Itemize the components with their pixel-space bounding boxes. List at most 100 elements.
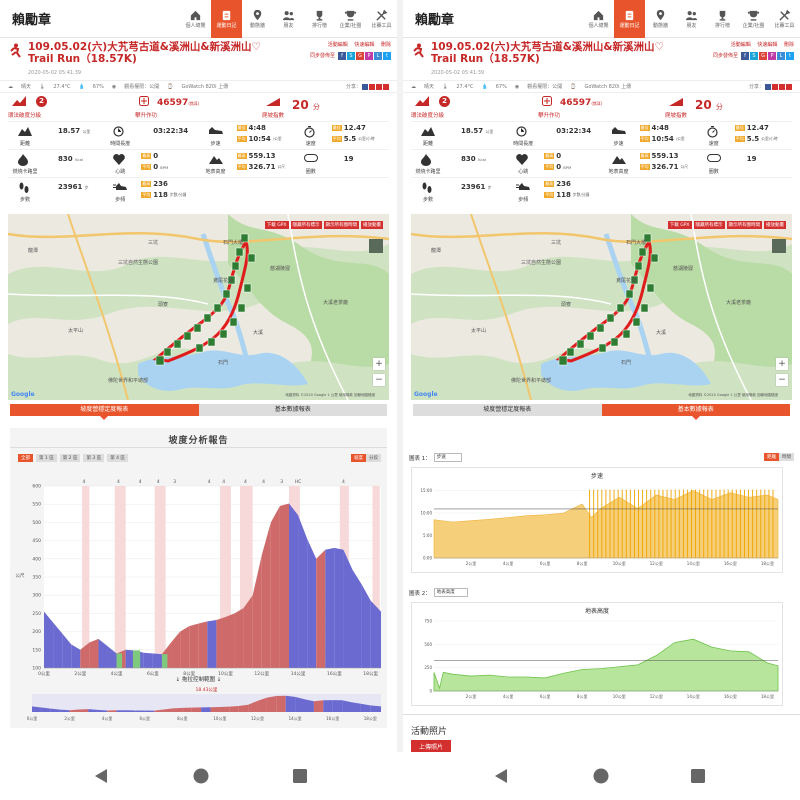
tab-slope-report[interactable]: 坡度營穩定度報表 (413, 404, 602, 416)
range-navigator[interactable]: 18.43公里 0公里 2公里 4公里 6公里 8公里 10公里 12公里 14公里 16公里 18… (10, 684, 387, 724)
map-type-toggle[interactable] (772, 239, 786, 253)
share-icon[interactable] (369, 83, 375, 90)
facebook-icon[interactable]: f (741, 52, 749, 60)
nav-diary[interactable]: 運動日記 (211, 0, 242, 38)
slope-chart[interactable]: 100 150 200 250 300 350 400 450 500 550 600 公尺 4 4 4 4 3… (10, 464, 387, 676)
nav-friends[interactable]: 朋友 (273, 0, 304, 38)
map-canvas[interactable]: 三坑自然生態公園 石門大壩 鳶尾花海 慈湖陵寢 大溪老茶廠 龍潭 太平山 三坑 … (411, 214, 792, 400)
toggle-time[interactable]: 時間 (779, 453, 794, 461)
line-icon[interactable]: L (374, 52, 382, 60)
twitter-icon[interactable]: t (383, 52, 391, 60)
share-icon[interactable] (772, 83, 778, 90)
play-animation-button[interactable]: 播放動畫 (361, 221, 383, 229)
elevation-chart[interactable]: 0 250 500 750 2公里 4公里 6公里 8公里 10公里 12公里 14公里 16公里 18… (412, 615, 782, 705)
google-icon[interactable]: G (356, 52, 364, 60)
nav-feed[interactable]: 動態牆 (645, 0, 676, 38)
navigator-tick: 6公里 (139, 715, 150, 721)
delete-link[interactable]: 刪除 (783, 42, 794, 48)
back-icon[interactable] (493, 768, 509, 784)
view-tab-segments[interactable]: 分段 (366, 454, 381, 462)
google-icon[interactable]: G (759, 52, 767, 60)
route-map[interactable]: 三坑自然生態公園 石門大壩 鳶尾花海 慈湖陵寢 大溪老茶廠 龍潭 太平山 三坑 … (411, 214, 792, 400)
zoom-in-button[interactable]: + (373, 358, 385, 370)
map-label: 三坑 (148, 239, 158, 246)
weather-icon: ☁ (411, 83, 416, 90)
chart2-select[interactable]: 地表高度 (433, 588, 468, 597)
climb-band (372, 486, 380, 668)
climb-marker: 4 (117, 479, 120, 485)
segment-tab[interactable]: 全部 (18, 454, 33, 462)
tab-slope-report[interactable]: 坡度營穩定度報表 (10, 404, 199, 420)
nav-tools[interactable]: 比賽工具 (769, 0, 800, 38)
segment-tab[interactable]: 第 1 區 (36, 454, 57, 462)
nav-overview[interactable]: 個人總覽 (180, 0, 211, 38)
nav-tools[interactable]: 比賽工具 (366, 0, 397, 38)
x-tick-label: 4公里 (503, 693, 514, 699)
map-label: 頭寮 (158, 301, 168, 308)
home-circle-icon[interactable] (593, 768, 609, 784)
quick-edit-link[interactable]: 快速編輯 (354, 42, 375, 48)
navigator-segment (125, 710, 136, 712)
segment-tab[interactable]: 第 4 區 (107, 454, 128, 462)
zoom-in-button[interactable]: + (776, 358, 788, 370)
zoom-out-button[interactable]: − (373, 374, 385, 386)
export-icon[interactable] (383, 83, 389, 90)
hide-markers-button[interactable]: 隱藏所有標示 (290, 221, 322, 229)
tab-basic-report[interactable]: 基本數據報表 (198, 404, 387, 416)
recents-icon[interactable] (690, 768, 706, 784)
edit-activity-link[interactable]: 活動編輯 (730, 42, 751, 48)
download-gpx-button[interactable]: 下載 GPX (667, 221, 692, 229)
delete-link[interactable]: 刪除 (380, 42, 391, 48)
route-map[interactable]: 三坑自然生態公園 石門大壩 鳶尾花海 慈湖陵寢 大溪老茶廠 龍潭 太平山 三坑 … (8, 214, 389, 400)
print-icon[interactable] (779, 83, 785, 90)
nav-ranking[interactable]: 排行榜 (707, 0, 738, 38)
humidity-icon: 💧 (481, 83, 488, 90)
pace-chart[interactable]: 0:00 5:00 10:00 15:00 2公里 4公里 6公里 8公里 10公里 12公里 14… (412, 480, 782, 572)
upload-photo-button[interactable]: 上傳照片 (411, 740, 452, 752)
segment-tab[interactable]: 第 3 區 (83, 454, 105, 462)
tab-basic-report[interactable]: 基本數據報表 (601, 404, 790, 420)
show-laps-button[interactable]: 顯示所有圈時間 (323, 221, 359, 229)
chart1-select[interactable]: 步速 (433, 453, 462, 462)
twitter-icon[interactable]: t (786, 52, 794, 60)
zoom-out-button[interactable]: − (776, 374, 788, 386)
nav-groups[interactable]: 企業/社團 (335, 0, 366, 38)
profile-segment (225, 613, 235, 668)
plurk-icon[interactable]: P (768, 52, 776, 60)
nav-overview[interactable]: 個人總覽 (583, 0, 614, 38)
recents-icon[interactable] (292, 768, 308, 784)
strava-icon[interactable]: S (750, 52, 758, 60)
home-icon (593, 10, 604, 20)
home-circle-icon[interactable] (193, 768, 209, 784)
facebook-icon[interactable]: f (338, 52, 346, 60)
print-icon[interactable] (376, 83, 382, 90)
profile-segment (370, 600, 381, 668)
play-animation-button[interactable]: 播放動畫 (764, 221, 786, 229)
nav-ranking[interactable]: 排行榜 (304, 0, 335, 38)
map-canvas[interactable]: 三坑自然生態公園 石門大壩 鳶尾花海 慈湖陵寢 大溪老茶廠 龍潭 太平山 三坑 … (8, 214, 389, 400)
edit-activity-link[interactable]: 活動編輯 (327, 42, 348, 48)
navigator-segment (69, 709, 79, 712)
export-icon[interactable] (786, 83, 792, 90)
view-tab-slope[interactable]: 坡度 (351, 454, 366, 462)
profile-segment (171, 631, 181, 668)
x-tick-label: 2公里 (466, 693, 477, 699)
toggle-distance[interactable]: 距離 (764, 453, 779, 461)
show-laps-button[interactable]: 顯示所有圈時間 (726, 221, 762, 229)
download-gpx-button[interactable]: 下載 GPX (264, 221, 289, 229)
map-type-toggle[interactable] (369, 239, 383, 253)
quick-edit-link[interactable]: 快速編輯 (757, 42, 778, 48)
nav-friends[interactable]: 朋友 (676, 0, 707, 38)
line-icon[interactable]: L (777, 52, 785, 60)
nav-groups[interactable]: 企業/社團 (738, 0, 769, 38)
plurk-icon[interactable]: P (365, 52, 373, 60)
back-icon[interactable] (93, 768, 109, 784)
facebook-share-icon[interactable] (765, 83, 771, 90)
x-tick-label: 12公里 (254, 671, 269, 676)
facebook-share-icon[interactable] (362, 83, 368, 90)
nav-feed[interactable]: 動態牆 (242, 0, 273, 38)
hide-markers-button[interactable]: 隱藏所有標示 (693, 221, 725, 229)
segment-tab[interactable]: 第 2 區 (59, 454, 81, 462)
strava-icon[interactable]: S (347, 52, 355, 60)
nav-diary[interactable]: 運動日記 (614, 0, 645, 38)
